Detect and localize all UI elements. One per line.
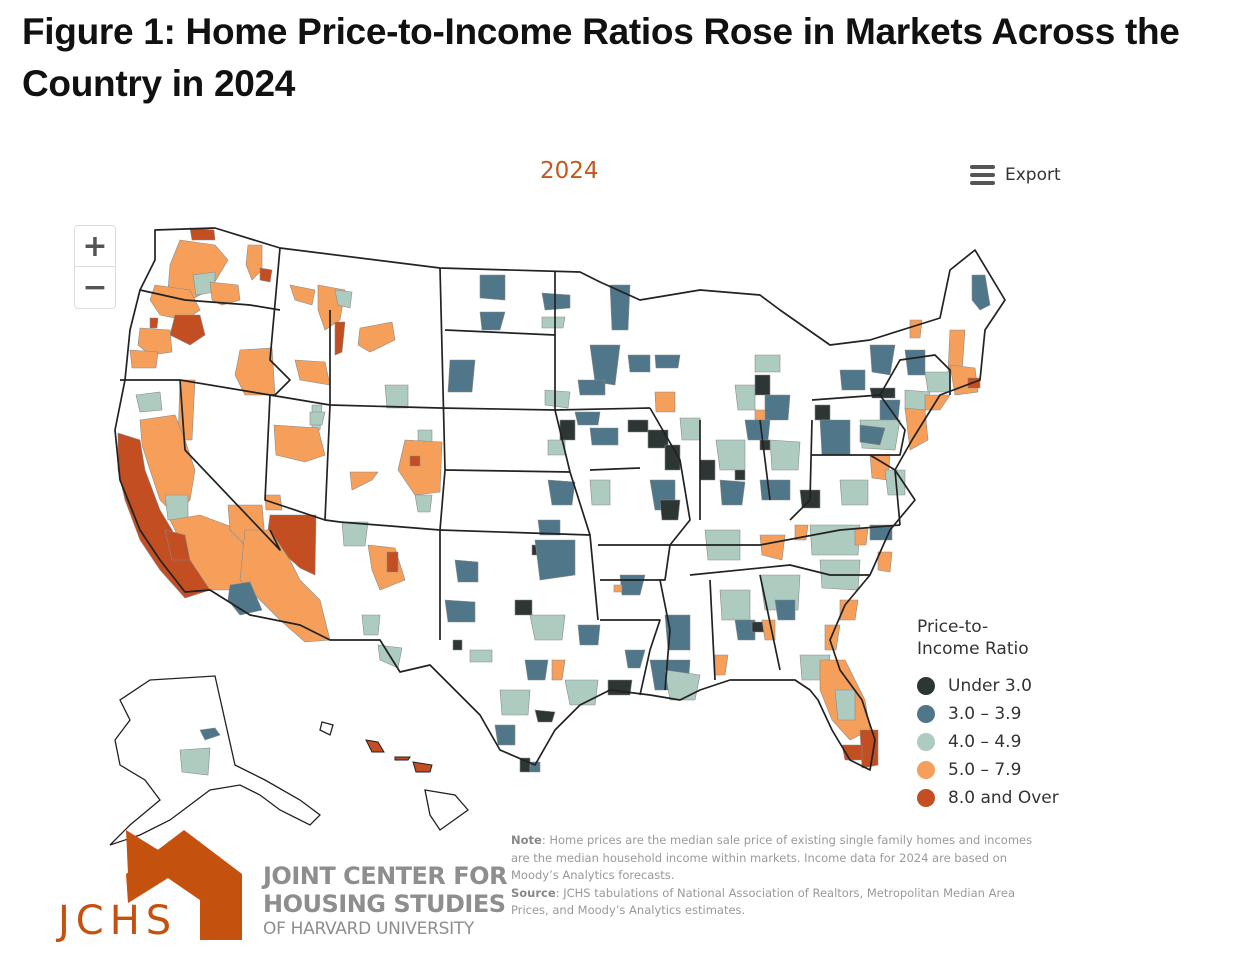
legend-item-under-3[interactable]: Under 3.0 bbox=[917, 672, 1059, 700]
map-year-title: 2024 bbox=[540, 158, 599, 184]
legend-dot-icon bbox=[917, 761, 935, 779]
legend-label: 8.0 and Over bbox=[948, 788, 1059, 808]
hamburger-menu-icon bbox=[970, 165, 995, 185]
legend-item-4-to-4-9[interactable]: 4.0 – 4.9 bbox=[917, 728, 1059, 756]
legend-item-8-and-over[interactable]: 8.0 and Over bbox=[917, 784, 1059, 812]
legend-label: 5.0 – 7.9 bbox=[948, 760, 1022, 780]
house-logo-icon bbox=[126, 830, 242, 940]
logo-acronym: JCHS bbox=[58, 898, 178, 944]
zoom-out-button[interactable]: − bbox=[75, 266, 115, 307]
logo-line3: OF HARVARD UNIVERSITY bbox=[263, 919, 474, 939]
footnote: Note: Home prices are the median sale pr… bbox=[511, 832, 1041, 920]
legend-dot-icon bbox=[917, 677, 935, 695]
legend-label: 4.0 – 4.9 bbox=[948, 732, 1022, 752]
legend-dot-icon bbox=[917, 789, 935, 807]
source-body: : JCHS tabulations of National Associati… bbox=[511, 885, 1016, 918]
source-text: Source: JCHS tabulations of National Ass… bbox=[511, 885, 1041, 920]
legend-title-line1: Price-to- bbox=[917, 617, 989, 637]
export-label: Export bbox=[1005, 165, 1061, 185]
note-text: Note: Home prices are the median sale pr… bbox=[511, 832, 1041, 885]
legend-label: Under 3.0 bbox=[948, 676, 1032, 696]
zoom-control: + − bbox=[74, 225, 116, 309]
legend-title: Price-to- Income Ratio bbox=[917, 616, 1059, 660]
legend-title-line2: Income Ratio bbox=[917, 639, 1029, 659]
legend-item-3-to-3-9[interactable]: 3.0 – 3.9 bbox=[917, 700, 1059, 728]
legend-label: 3.0 – 3.9 bbox=[948, 704, 1022, 724]
legend-dot-icon bbox=[917, 705, 935, 723]
logo-org-name: JOINT CENTER FOR HOUSING STUDIES OF HARV… bbox=[263, 862, 508, 940]
legend: Price-to- Income Ratio Under 3.0 3.0 – 3… bbox=[917, 616, 1059, 812]
zoom-in-button[interactable]: + bbox=[82, 228, 108, 264]
note-body: : Home prices are the median sale price … bbox=[511, 833, 1033, 882]
state-boundaries bbox=[114, 227, 1006, 771]
source-label: Source bbox=[511, 885, 556, 900]
alaska-hawaii-outlines bbox=[109, 675, 469, 846]
legend-item-5-to-7-9[interactable]: 5.0 – 7.9 bbox=[917, 756, 1059, 784]
jchs-logo: JCHS JOINT CENTER FOR HOUSING STUDIES OF… bbox=[58, 828, 508, 948]
note-label: Note bbox=[511, 833, 542, 847]
export-button[interactable]: Export bbox=[970, 165, 1061, 185]
logo-line1: JOINT CENTER FOR bbox=[263, 862, 508, 890]
market-regions bbox=[117, 227, 991, 776]
figure-title: Figure 1: Home Price-to-Income Ratios Ro… bbox=[22, 11, 1180, 104]
logo-line2: HOUSING STUDIES bbox=[263, 890, 506, 918]
legend-dot-icon bbox=[917, 733, 935, 751]
